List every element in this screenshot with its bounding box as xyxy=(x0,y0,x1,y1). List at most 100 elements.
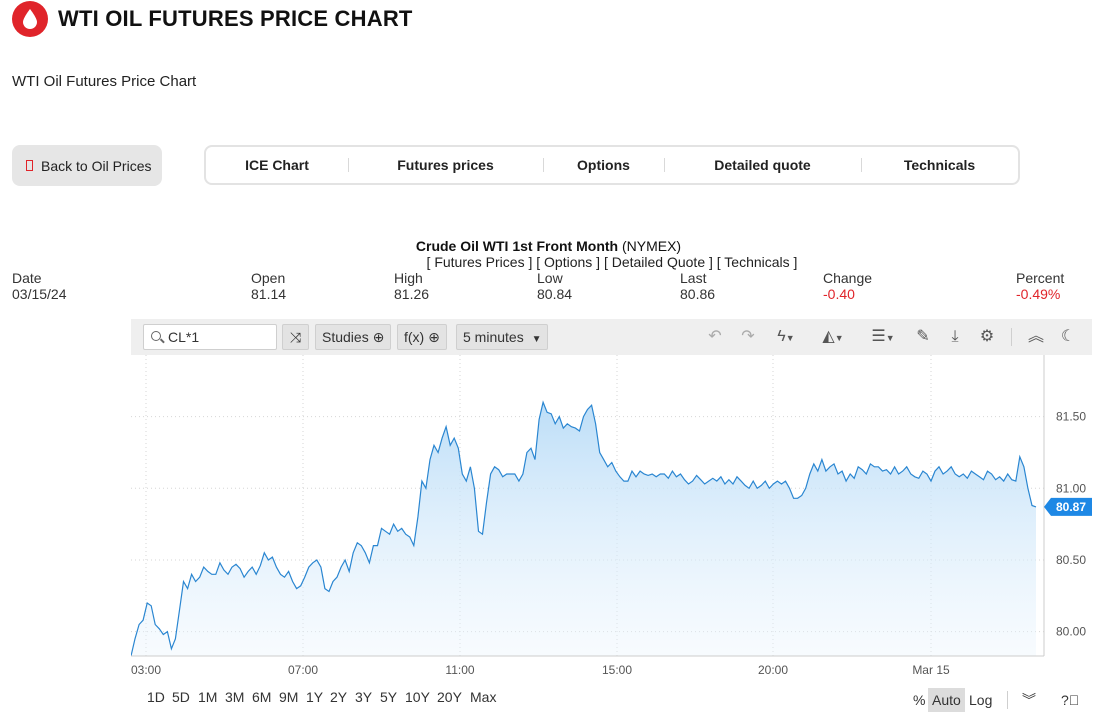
quote-value: -0.49% xyxy=(1016,286,1061,302)
lightning-icon[interactable]: ϟ▼ xyxy=(777,328,795,345)
range-2y-button[interactable]: 2Y xyxy=(330,689,348,705)
tab-ice-chart[interactable]: ICE Chart xyxy=(245,157,309,173)
tab-futures-prices[interactable]: Futures prices xyxy=(397,157,494,173)
y-tick-label: 81.00 xyxy=(1056,481,1086,495)
undo-icon[interactable]: ↶ xyxy=(708,328,722,345)
price-chart-svg: 81.50 81.00 80.50 80.00 03:00 07:00 11:0… xyxy=(130,355,1092,677)
range-20y-button[interactable]: 20Y xyxy=(437,689,462,705)
back-button-label: Back to Oil Prices xyxy=(41,157,152,174)
page-subtitle: WTI Oil Futures Price Chart xyxy=(12,73,197,90)
range-1m-button[interactable]: 1M xyxy=(198,689,218,705)
fx-label: f(x) xyxy=(404,329,425,345)
x-tick-label: 07:00 xyxy=(288,663,318,677)
quote-value: 81.14 xyxy=(251,286,287,302)
price-line xyxy=(130,400,1037,657)
toolbar-divider xyxy=(1011,328,1012,346)
tab-divider xyxy=(861,158,862,172)
tab-technicals[interactable]: Technicals xyxy=(903,157,976,173)
range-3m-button[interactable]: 3M xyxy=(225,689,245,705)
range-5y-button[interactable]: 5Y xyxy=(380,689,398,705)
y-tick-label: 81.50 xyxy=(1056,410,1086,424)
quote-links[interactable]: [ Futures Prices ] [ Options ] [ Detaile… xyxy=(426,254,798,270)
interval-value: 5 minutes xyxy=(463,329,524,345)
layout-icon[interactable]: ☰▼ xyxy=(871,328,895,345)
log-scale-button[interactable]: Log xyxy=(969,692,993,708)
range-1d-button[interactable]: 1D xyxy=(147,689,165,705)
y-tick-label: 80.00 xyxy=(1056,625,1086,639)
last-price-label: 80.87 xyxy=(1056,500,1086,514)
auto-scale-button[interactable]: Auto xyxy=(928,688,965,712)
tab-options[interactable]: Options xyxy=(577,157,630,173)
range-9m-button[interactable]: 9M xyxy=(279,689,299,705)
symbol-search-input[interactable]: CL*1 xyxy=(143,324,277,350)
collapse-icon[interactable]: ︽ xyxy=(1027,328,1044,345)
double-chevron-down-icon[interactable]: ︾ xyxy=(1022,692,1036,708)
download-icon[interactable]: ⤓ xyxy=(951,328,959,345)
quote-col-high: High 81.26 xyxy=(394,270,429,302)
quote-value: 80.84 xyxy=(537,286,573,302)
last-price-tag: 80.87 xyxy=(1044,497,1092,516)
quote-col-last: Last 80.86 xyxy=(680,270,715,302)
range-max-button[interactable]: Max xyxy=(470,689,497,705)
range-1y-button[interactable]: 1Y xyxy=(306,689,324,705)
chart-style-icon[interactable]: ◭▼ xyxy=(822,328,844,345)
quote-value: 81.26 xyxy=(394,286,430,302)
oil-drop-logo-icon xyxy=(12,1,48,37)
moon-icon[interactable]: ☾ xyxy=(1060,328,1076,345)
quote-nav-tabs: ICE Chart Futures prices Options Detaile… xyxy=(204,145,1020,185)
quote-label: Low xyxy=(537,270,563,286)
range-10y-button[interactable]: 10Y xyxy=(405,689,430,705)
exchange-name: (NYMEX) xyxy=(621,238,682,254)
x-tick-label: 20:00 xyxy=(758,663,788,677)
range-3y-button[interactable]: 3Y xyxy=(355,689,373,705)
back-to-oil-prices-button[interactable]: Back to Oil Prices xyxy=(12,145,162,186)
studies-button[interactable]: Studies ⊕ xyxy=(315,324,392,350)
symbol-value: CL*1 xyxy=(168,329,200,345)
price-area xyxy=(131,402,1036,656)
range-6m-button[interactable]: 6M xyxy=(252,689,272,705)
x-tick-label: 11:00 xyxy=(445,663,474,677)
quote-value: -0.40 xyxy=(823,286,855,302)
plus-circle-icon: ⊕ xyxy=(372,329,385,345)
tab-detailed-quote[interactable]: Detailed quote xyxy=(714,157,811,173)
chart-bottom-bar: 1D 5D 1M 3M 6M 9M 1Y 2Y 3Y 5Y 10Y 20Y Ma… xyxy=(131,686,1092,714)
help-icon[interactable]: ?⃝ xyxy=(1061,692,1080,708)
quote-col-date: Date 03/15/24 xyxy=(12,270,67,302)
x-tick-label: Mar 15 xyxy=(912,663,950,677)
compare-shuffle-button[interactable]: ⤨ xyxy=(282,324,309,350)
quote-value: 80.86 xyxy=(680,286,716,302)
percent-scale-button[interactable]: % xyxy=(913,692,926,708)
quote-label: Date xyxy=(12,270,42,286)
interval-select[interactable]: 5 minutes ▼ xyxy=(456,324,548,350)
quote-title: Crude Oil WTI 1st Front Month (NYMEX) xyxy=(0,238,1097,254)
pencil-icon[interactable]: ✎ xyxy=(916,328,930,345)
tab-divider xyxy=(664,158,665,172)
tab-divider xyxy=(543,158,544,172)
last-price-tag-bg xyxy=(1044,497,1092,516)
quote-col-change: Change -0.40 xyxy=(823,270,872,302)
quote-value: 03/15/24 xyxy=(12,286,67,302)
quote-label: Percent xyxy=(1016,270,1065,286)
x-tick-label: 03:00 xyxy=(131,663,161,677)
range-5d-button[interactable]: 5D xyxy=(172,689,190,705)
plus-circle-icon: ⊕ xyxy=(428,329,440,345)
quote-col-open: Open 81.14 xyxy=(251,270,286,302)
studies-label: Studies xyxy=(322,329,369,345)
quote-label: High xyxy=(394,270,423,286)
chart-toolbar: CL*1 ⤨ Studies ⊕ f(x) ⊕ 5 minutes ▼ ↶ ↷ … xyxy=(131,319,1092,355)
bottom-divider xyxy=(1007,691,1008,709)
quote-label: Last xyxy=(680,270,707,286)
x-tick-label: 15:00 xyxy=(602,663,632,677)
instrument-name: Crude Oil WTI 1st Front Month xyxy=(415,238,619,254)
shuffle-icon: ⤨ xyxy=(289,329,302,345)
gear-icon[interactable]: ⚙ xyxy=(979,328,995,345)
redo-icon[interactable]: ↷ xyxy=(741,328,755,345)
price-chart[interactable]: 81.50 81.00 80.50 80.00 03:00 07:00 11:0… xyxy=(130,355,1092,685)
quote-col-low: Low 80.84 xyxy=(537,270,572,302)
page-title: WTI OIL FUTURES PRICE CHART xyxy=(58,6,413,31)
quote-label: Open xyxy=(251,270,286,286)
fx-button[interactable]: f(x) ⊕ xyxy=(397,324,447,350)
back-arrow-icon xyxy=(26,160,33,171)
quote-label: Change xyxy=(823,270,873,286)
y-tick-label: 80.50 xyxy=(1056,553,1086,567)
